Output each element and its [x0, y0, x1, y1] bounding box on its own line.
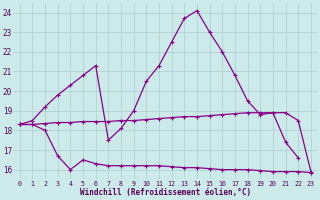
X-axis label: Windchill (Refroidissement éolien,°C): Windchill (Refroidissement éolien,°C) — [80, 188, 251, 197]
